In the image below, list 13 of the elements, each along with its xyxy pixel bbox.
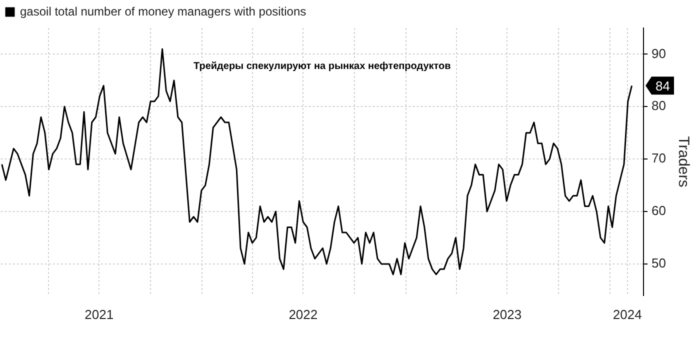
y-tick-label: 50 [652, 256, 666, 271]
x-tick-label: 2024 [612, 306, 642, 322]
annotation: 84 [656, 78, 670, 94]
y-tick-label: 90 [652, 46, 666, 61]
text: Трейдеры спекулируют на рынках нефтепродуктов [193, 60, 451, 72]
legend-label: gasoil total number of money managers with positions [20, 4, 306, 18]
x-tick-label: 2023 [492, 306, 522, 322]
y-tick-label: 80 [652, 98, 666, 114]
y-tick-label: 70 [652, 150, 666, 166]
y-tick-label: 60 [652, 203, 666, 218]
y-axis-title: Traders [674, 136, 692, 188]
x-tick-label: 2022 [288, 306, 318, 322]
x-tick-label: 2021 [84, 306, 114, 322]
